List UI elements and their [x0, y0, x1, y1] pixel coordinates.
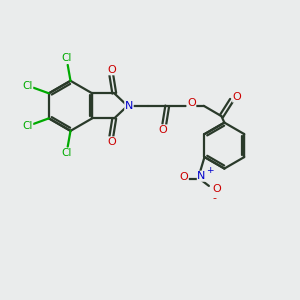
Text: Cl: Cl: [22, 81, 33, 91]
Text: N: N: [197, 171, 206, 181]
Text: O: O: [107, 65, 116, 75]
Text: N: N: [125, 101, 133, 111]
Text: O: O: [233, 92, 242, 102]
Text: O: O: [213, 184, 221, 194]
Text: O: O: [187, 98, 196, 108]
Text: O: O: [158, 125, 167, 135]
Text: Cl: Cl: [61, 148, 72, 158]
Text: +: +: [206, 166, 213, 175]
Text: Cl: Cl: [61, 53, 72, 64]
Text: Cl: Cl: [22, 121, 33, 131]
Text: O: O: [107, 137, 116, 147]
Text: -: -: [213, 193, 217, 203]
Text: O: O: [179, 172, 188, 182]
